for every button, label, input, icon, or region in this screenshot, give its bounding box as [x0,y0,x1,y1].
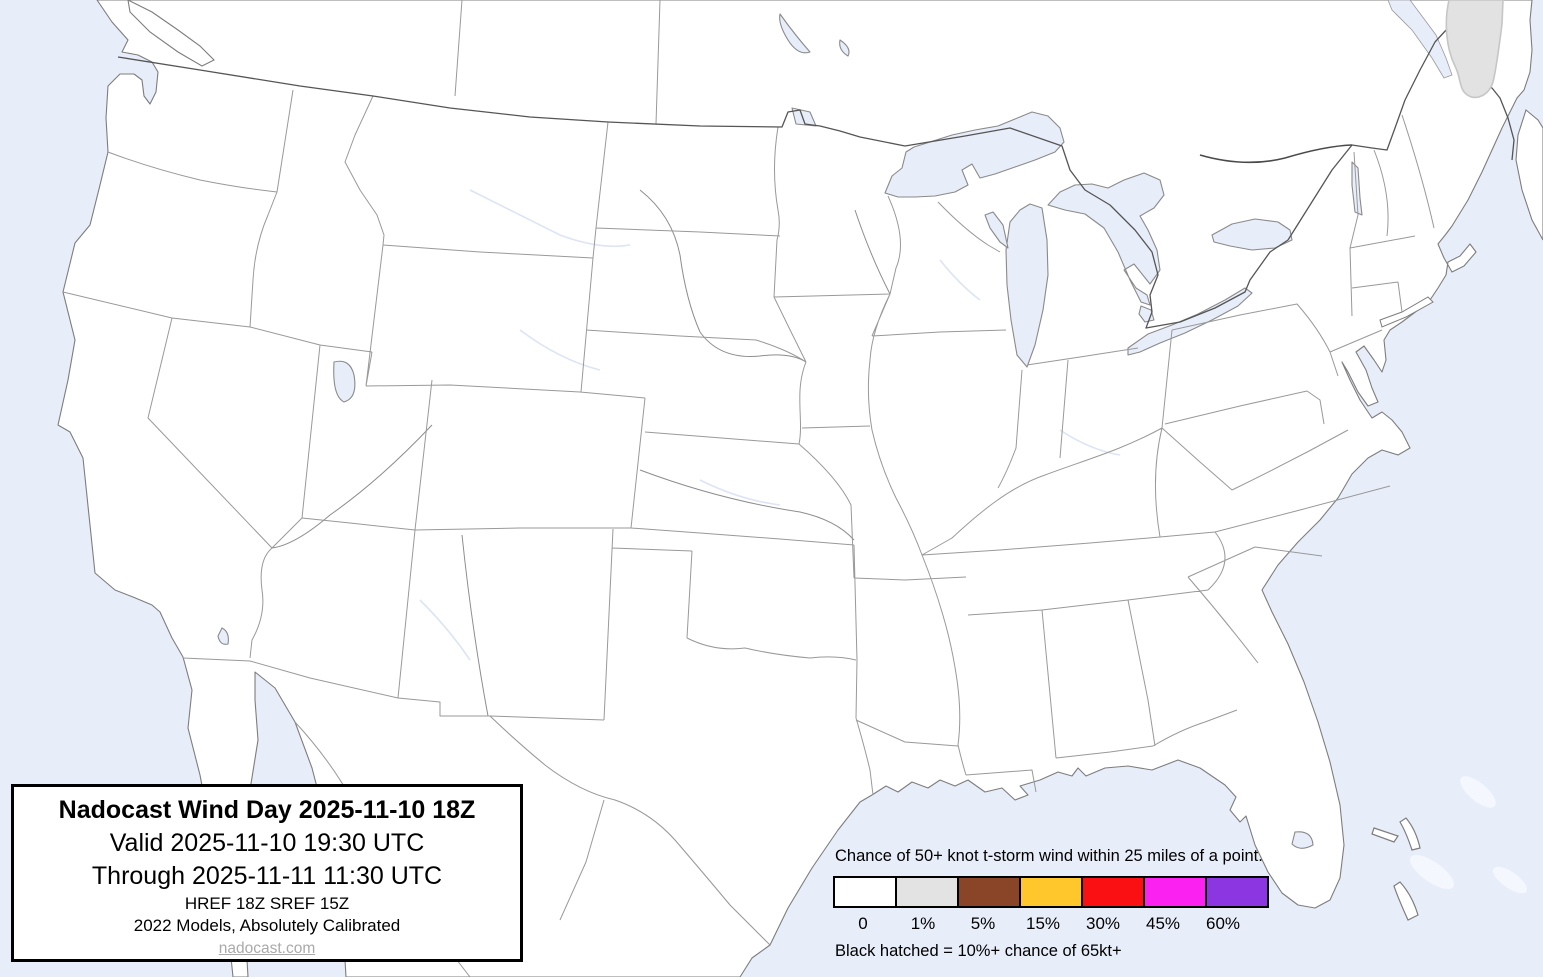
lake-michigan [1005,203,1049,368]
lake-okeechobee [1291,831,1314,849]
forecast-title: Nadocast Wind Day 2025-11-10 18Z [58,796,476,824]
legend-swatch [1019,876,1083,908]
legend-note: Black hatched = 10%+ chance of 65kt+ [835,942,1122,960]
legend-label: 1% [910,914,936,933]
legend-swatch [1205,876,1269,908]
colorado-river [271,424,433,549]
legend-swatches [833,876,1273,908]
lake-champlain [1351,161,1363,216]
canadian-lake-2 [839,39,850,57]
legend-label: 15% [1025,914,1061,933]
legend-swatch [895,876,959,908]
legend-title: Chance of 50+ knot t-storm wind within 2… [835,847,1263,865]
ottawa-river [1199,144,1353,164]
probability-1pct-region [1445,0,1504,99]
models-line: HREF 18Z SREF 15Z [184,894,350,913]
minor-rivers [419,189,1121,661]
green-bay [984,211,1009,249]
legend-label: 5% [970,914,996,933]
state-borders [62,0,1435,977]
bahamas-islands [1371,817,1421,921]
probability-legend: Chance of 50+ knot t-storm wind within 2… [833,847,1273,961]
calibration-line: 2022 Models, Absolutely Calibrated [133,916,401,935]
vancouver-island [127,0,215,67]
legend-labels: 0 1% 5% 15% 30% 45% 60% [833,914,1273,934]
title-box: Nadocast Wind Day 2025-11-10 18Z Valid 2… [11,784,523,962]
upper-rio-grande [461,534,489,717]
valid-time: Valid 2025-11-10 19:30 UTC [109,829,425,857]
lake-ontario [1211,218,1293,251]
legend-label: 30% [1085,914,1121,933]
legend-swatch [1081,876,1145,908]
through-time: Through 2025-11-11 11:30 UTC [91,862,443,890]
rio-grande-border [489,715,771,946]
nadocast-link[interactable]: nadocast.com [218,940,316,957]
major-rivers [271,189,891,717]
st-lawrence-estuary [1387,0,1453,79]
legend-label: 45% [1145,914,1181,933]
lake-huron [1047,172,1165,306]
great-lakes [217,13,1363,849]
landmass [57,0,1533,977]
arkansas-river [639,469,855,541]
great-salt-lake [333,360,356,403]
legend-swatch [1143,876,1207,908]
legend-label: 0 [858,914,868,933]
legend-swatch [957,876,1021,908]
shallow-banks [1409,776,1528,894]
legend-swatch [833,876,897,908]
nova-scotia [1515,109,1543,241]
upper-mississippi-river [854,209,891,295]
canadian-lake [779,13,811,54]
salton-sea [217,627,229,645]
legend-label: 60% [1205,914,1241,933]
lake-superior [884,111,1065,198]
